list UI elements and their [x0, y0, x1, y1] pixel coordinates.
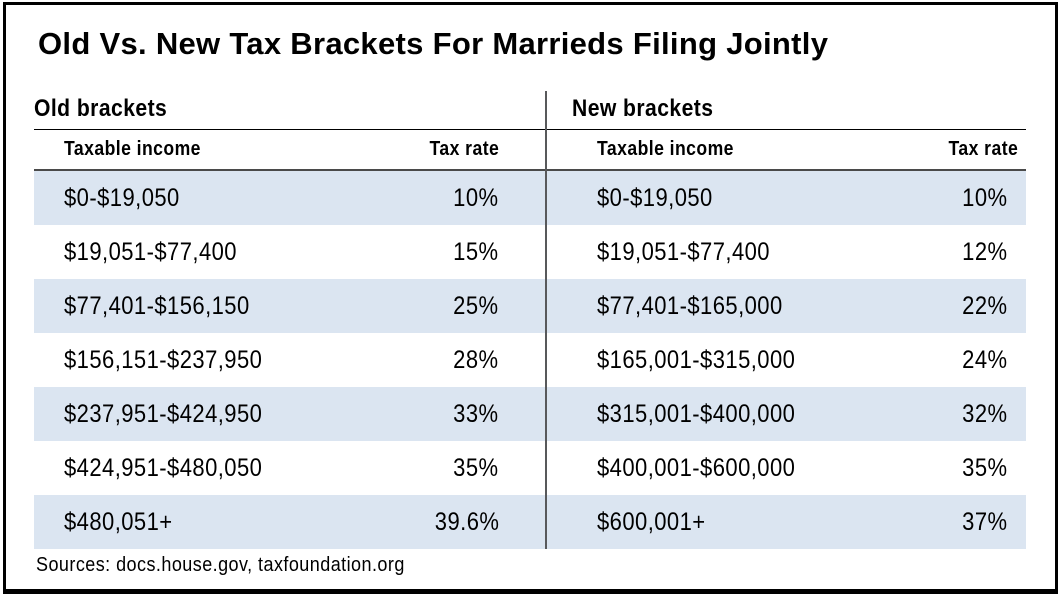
section-header-row: Old brackets New brackets	[34, 88, 1026, 129]
table-row: $424,951-$480,050 35% $400,001-$600,000 …	[34, 441, 1026, 495]
old-rate-value: 15%	[453, 237, 499, 266]
new-income-cell: $19,051-$77,400	[545, 238, 851, 267]
new-rate-cell: 35%	[851, 454, 1026, 483]
old-income-value: $424,951-$480,050	[64, 453, 263, 482]
old-income-header: Taxable income	[64, 138, 201, 160]
old-income-cell: $424,951-$480,050	[34, 454, 370, 483]
old-rate-cell: 33%	[370, 400, 545, 429]
old-rate-cell: 35%	[370, 454, 545, 483]
new-income-cell: $400,001-$600,000	[545, 454, 851, 483]
new-rate-cell: 37%	[851, 508, 1026, 537]
old-rate-cell: 25%	[370, 292, 545, 321]
old-rate-value: 35%	[453, 453, 499, 482]
old-rate-header: Tax rate	[429, 138, 499, 160]
table-row: $480,051+ 39.6% $600,001+ 37%	[34, 495, 1026, 549]
old-rate-value: 28%	[453, 345, 499, 374]
new-income-cell: $0-$19,050	[545, 184, 851, 213]
new-rate-value: 32%	[962, 399, 1008, 428]
new-rate-cell: 32%	[851, 400, 1026, 429]
new-income-value: $77,401-$165,000	[597, 291, 783, 320]
new-rate-value: 37%	[962, 507, 1008, 536]
old-income-value: $77,401-$156,150	[64, 291, 250, 320]
new-rate-value: 12%	[962, 237, 1008, 266]
new-rate-cell: 12%	[851, 238, 1026, 267]
old-income-value: $0-$19,050	[64, 183, 180, 212]
new-income-cell: $165,001-$315,000	[545, 346, 851, 375]
old-income-cell: $237,951-$424,950	[34, 400, 370, 429]
old-income-value: $480,051+	[64, 507, 173, 536]
new-income-value: $165,001-$315,000	[597, 345, 796, 374]
old-income-header-cell: Taxable income	[34, 138, 370, 161]
page-title: Old Vs. New Tax Brackets For Marrieds Fi…	[38, 26, 829, 61]
table-divider	[545, 91, 547, 549]
new-income-cell: $77,401-$165,000	[545, 292, 851, 321]
old-rate-value: 10%	[453, 183, 499, 212]
old-income-value: $156,151-$237,950	[64, 345, 263, 374]
section-old-label: Old brackets	[34, 94, 168, 122]
new-income-value: $315,001-$400,000	[597, 399, 796, 428]
header-underline	[34, 169, 1026, 171]
chart-content: Old Vs. New Tax Brackets For Marrieds Fi…	[6, 26, 1055, 577]
section-underline	[34, 129, 1026, 130]
new-income-header: Taxable income	[597, 138, 734, 160]
new-income-header-cell: Taxable income	[545, 138, 851, 161]
new-rate-cell: 22%	[851, 292, 1026, 321]
table-row: $19,051-$77,400 15% $19,051-$77,400 12%	[34, 225, 1026, 279]
new-income-cell: $600,001+	[545, 508, 851, 537]
section-old: Old brackets	[34, 95, 545, 123]
table-row: $77,401-$156,150 25% $77,401-$165,000 22…	[34, 279, 1026, 333]
section-new-label: New brackets	[572, 94, 714, 122]
new-rate-value: 10%	[962, 183, 1008, 212]
new-rate-header: Tax rate	[948, 138, 1018, 160]
new-rate-cell: 10%	[851, 184, 1026, 213]
table-row: $0-$19,050 10% $0-$19,050 10%	[34, 171, 1026, 225]
old-rate-cell: 15%	[370, 238, 545, 267]
old-income-value: $19,051-$77,400	[64, 237, 237, 266]
new-rate-header-cell: Tax rate	[851, 138, 1026, 161]
old-rate-cell: 28%	[370, 346, 545, 375]
chart-frame: Old Vs. New Tax Brackets For Marrieds Fi…	[3, 2, 1058, 594]
old-income-cell: $19,051-$77,400	[34, 238, 370, 267]
old-rate-header-cell: Tax rate	[370, 138, 545, 161]
sources-text: Sources: docs.house.gov, taxfoundation.o…	[36, 554, 405, 576]
old-income-value: $237,951-$424,950	[64, 399, 263, 428]
new-income-value: $400,001-$600,000	[597, 453, 796, 482]
new-rate-value: 24%	[962, 345, 1008, 374]
table-row: $237,951-$424,950 33% $315,001-$400,000 …	[34, 387, 1026, 441]
new-income-value: $0-$19,050	[597, 183, 713, 212]
new-rate-cell: 24%	[851, 346, 1026, 375]
sources-note: Sources: docs.house.gov, taxfoundation.o…	[36, 554, 1055, 577]
old-rate-value: 25%	[453, 291, 499, 320]
table-row: $156,151-$237,950 28% $165,001-$315,000 …	[34, 333, 1026, 387]
old-income-cell: $77,401-$156,150	[34, 292, 370, 321]
brackets-table: Old brackets New brackets Taxable income…	[34, 88, 1026, 549]
new-income-cell: $315,001-$400,000	[545, 400, 851, 429]
old-rate-cell: 10%	[370, 184, 545, 213]
section-new: New brackets	[545, 95, 1026, 123]
old-income-cell: $156,151-$237,950	[34, 346, 370, 375]
old-income-cell: $480,051+	[34, 508, 370, 537]
new-rate-value: 22%	[962, 291, 1008, 320]
old-income-cell: $0-$19,050	[34, 184, 370, 213]
new-rate-value: 35%	[962, 453, 1008, 482]
old-rate-cell: 39.6%	[370, 508, 545, 537]
old-rate-value: 33%	[453, 399, 499, 428]
old-rate-value: 39.6%	[434, 507, 499, 536]
new-income-value: $600,001+	[597, 507, 706, 536]
column-header-row: Taxable income Tax rate Taxable income T…	[34, 130, 1026, 169]
new-income-value: $19,051-$77,400	[597, 237, 770, 266]
